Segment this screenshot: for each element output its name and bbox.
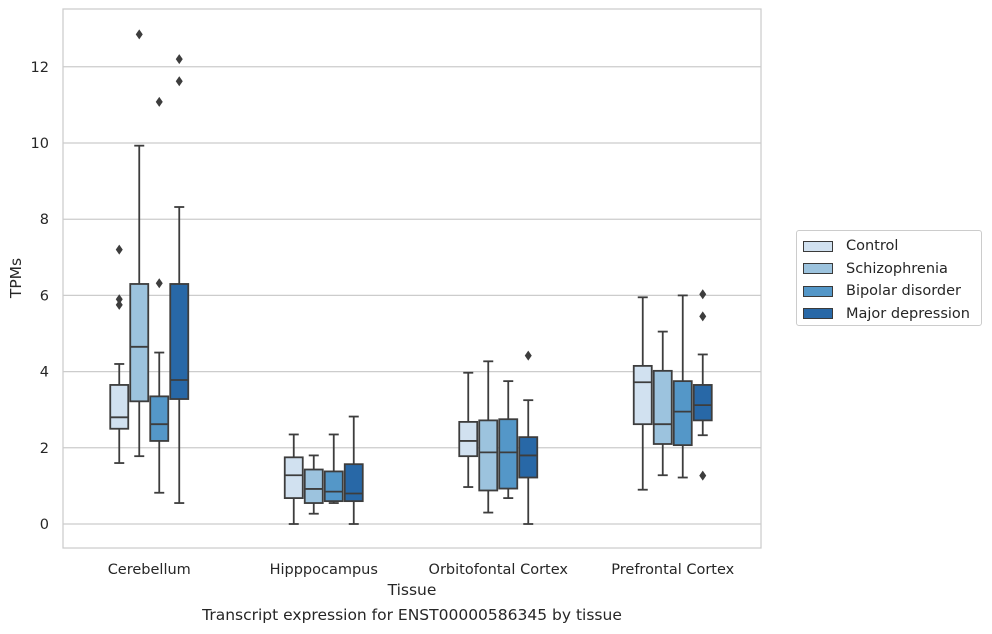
x-tick-labels: Cerebellum Hipppocampus Orbitofontal Corte… [108, 562, 735, 578]
box-body [652, 369, 673, 445]
box-cerebellum-major-depression [169, 54, 190, 504]
y-tick-label: 2 [40, 441, 49, 457]
outlier-point [155, 278, 163, 289]
legend-item-bipolar-disorder: Bipolar disorder [803, 280, 981, 303]
y-tick-label: 12 [31, 60, 49, 76]
box-orbitofontal-cortex-bipolar-disorder [498, 380, 519, 499]
box-hipppocampus-major-depression [343, 415, 364, 525]
outlier-point [699, 311, 707, 322]
legend-swatch-major-depression [803, 308, 833, 320]
box-body [283, 456, 304, 499]
outlier-point [175, 76, 183, 87]
legend-label-bipolar-disorder: Bipolar disorder [846, 283, 961, 300]
box-hipppocampus-control [283, 433, 304, 525]
box-cerebellum-bipolar-disorder [149, 96, 170, 494]
outlier-point [155, 96, 163, 107]
box-prefrontal-cortex-control [632, 296, 653, 491]
legend-item-schizophrenia: Schizophrenia [803, 258, 981, 281]
outlier-point [699, 470, 707, 481]
outlier-point [175, 54, 183, 65]
box-body [498, 418, 519, 490]
box-body [458, 420, 479, 458]
box-body [343, 463, 364, 503]
legend-item-major-depression: Major depression [803, 303, 981, 326]
x-tick-label: Orbitofontal Cortex [429, 562, 569, 578]
y-tick-label: 10 [31, 136, 49, 152]
box-cerebellum-control [109, 244, 130, 464]
chart-caption: Transcript expression for ENST0000058634… [202, 606, 622, 624]
x-axis-label: Tissue [387, 581, 437, 599]
box-body [672, 380, 693, 447]
box-body [518, 436, 539, 479]
box-prefrontal-cortex-schizophrenia [652, 330, 673, 477]
x-tick-label: Cerebellum [108, 562, 191, 578]
box-orbitofontal-cortex-control [458, 371, 479, 488]
box-body [149, 395, 170, 442]
legend-label-major-depression: Major depression [846, 305, 970, 322]
legend-label-control: Control [846, 238, 899, 255]
legend-label-schizophrenia: Schizophrenia [846, 260, 948, 277]
box-orbitofontal-cortex-major-depression [518, 350, 539, 525]
y-tick-labels: 0 2 4 6 8 10 12 [31, 60, 49, 533]
box-body [303, 468, 324, 504]
outlier-point [699, 289, 707, 300]
box-body [692, 384, 713, 422]
y-tick-label: 4 [40, 365, 49, 381]
outlier-point [135, 29, 143, 40]
y-tick-label: 0 [40, 517, 49, 533]
box-body [109, 384, 130, 430]
box-body [169, 283, 190, 400]
box-cerebellum-schizophrenia [129, 29, 150, 458]
outlier-point [524, 350, 532, 361]
legend: Control Schizophrenia Bipolar disorder M… [796, 230, 982, 326]
box-prefrontal-cortex-major-depression [692, 289, 713, 481]
box-prefrontal-cortex-bipolar-disorder [672, 294, 693, 479]
box-body [323, 470, 344, 503]
outlier-point [115, 244, 123, 255]
outlier-point [115, 299, 123, 310]
x-tick-label: Hipppocampus [270, 562, 378, 578]
plot-frame [62, 8, 762, 549]
box-body [632, 364, 653, 426]
plot-background [63, 9, 761, 548]
y-tick-label: 6 [40, 288, 49, 304]
y-axis-label: TPMs [7, 258, 25, 299]
legend-swatch-control [803, 240, 833, 252]
box-orbitofontal-cortex-schizophrenia [478, 360, 499, 514]
legend-swatch-schizophrenia [803, 263, 833, 275]
box-body [129, 283, 150, 403]
box-hipppocampus-bipolar-disorder [323, 433, 344, 504]
y-tick-label: 8 [40, 212, 49, 228]
box-groups [109, 29, 713, 525]
legend-swatch-bipolar-disorder [803, 285, 833, 297]
x-tick-label: Prefrontal Cortex [611, 562, 734, 578]
box-body [478, 419, 499, 492]
outlier-point [115, 294, 123, 305]
box-hipppocampus-schizophrenia [303, 454, 324, 515]
legend-item-control: Control [803, 235, 981, 258]
